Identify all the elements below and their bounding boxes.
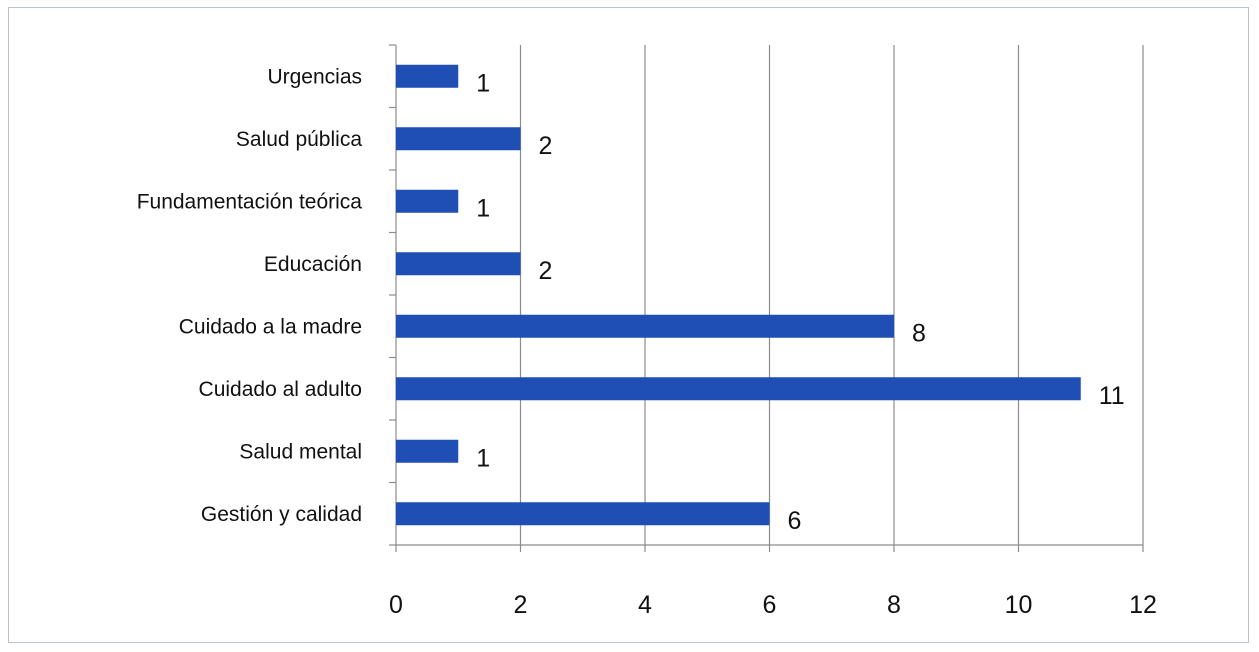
x-tick-label: 0 (389, 591, 403, 619)
category-label: Cuidado a la madre (179, 315, 362, 338)
bar (396, 377, 1081, 401)
data-label: 1 (476, 444, 490, 472)
bar (396, 127, 521, 151)
x-tick-label: 6 (763, 591, 777, 619)
data-label: 11 (1099, 382, 1125, 410)
x-tick-label: 10 (1005, 591, 1033, 619)
data-label: 6 (788, 507, 802, 535)
data-label: 1 (476, 194, 490, 222)
category-label: Educación (264, 253, 362, 276)
x-tick-label: 12 (1129, 591, 1157, 619)
data-label: 2 (539, 132, 553, 160)
category-label: Fundamentación teórica (137, 190, 363, 213)
data-label: 8 (912, 319, 926, 347)
bar (396, 439, 459, 463)
bar (396, 64, 459, 88)
x-tick-label: 8 (887, 591, 901, 619)
category-label: Urgencias (267, 65, 362, 88)
bar (396, 252, 521, 276)
category-label: Salud pública (236, 128, 362, 151)
bar (396, 314, 894, 338)
x-tick-label: 2 (514, 591, 528, 619)
bar (396, 189, 459, 213)
category-label: Gestión y calidad (201, 503, 362, 526)
bar (396, 502, 770, 526)
data-label: 2 (539, 257, 553, 285)
category-label: Cuidado al adulto (199, 378, 362, 401)
data-label: 1 (476, 69, 490, 97)
category-label: Salud mental (239, 440, 362, 463)
x-tick-label: 4 (638, 591, 652, 619)
